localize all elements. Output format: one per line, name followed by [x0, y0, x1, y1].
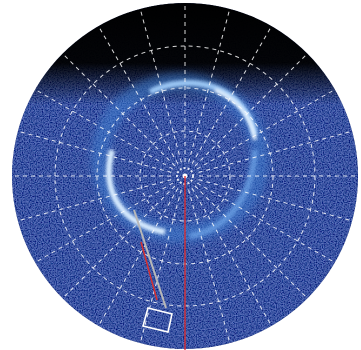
- grid-radial: [196, 182, 336, 263]
- grid-radial: [17, 179, 172, 222]
- grid-radial: [194, 53, 308, 167]
- aurora-oval: [91, 73, 269, 243]
- grid-radial: [194, 185, 308, 299]
- grid-radial: [198, 130, 353, 173]
- grid-radial: [188, 8, 231, 163]
- grid-radial: [98, 25, 179, 165]
- grid-radial: [62, 185, 176, 299]
- grid-radial: [98, 187, 179, 327]
- grid-radial: [139, 189, 182, 344]
- grid-radial: [188, 189, 231, 344]
- grid-radial: [34, 182, 174, 263]
- grid-radial: [139, 8, 182, 163]
- grid-circle: [139, 130, 231, 222]
- grid-radial: [62, 53, 176, 167]
- grid-radial: [196, 89, 336, 170]
- grid-radial: [198, 179, 353, 222]
- grid-radial: [191, 25, 272, 165]
- grid-radial: [34, 89, 174, 170]
- track-segment: [140, 241, 158, 301]
- footprint-box: [142, 307, 173, 333]
- grid-radial: [17, 130, 172, 173]
- grid-radial: [191, 187, 272, 327]
- track-line: [133, 209, 167, 309]
